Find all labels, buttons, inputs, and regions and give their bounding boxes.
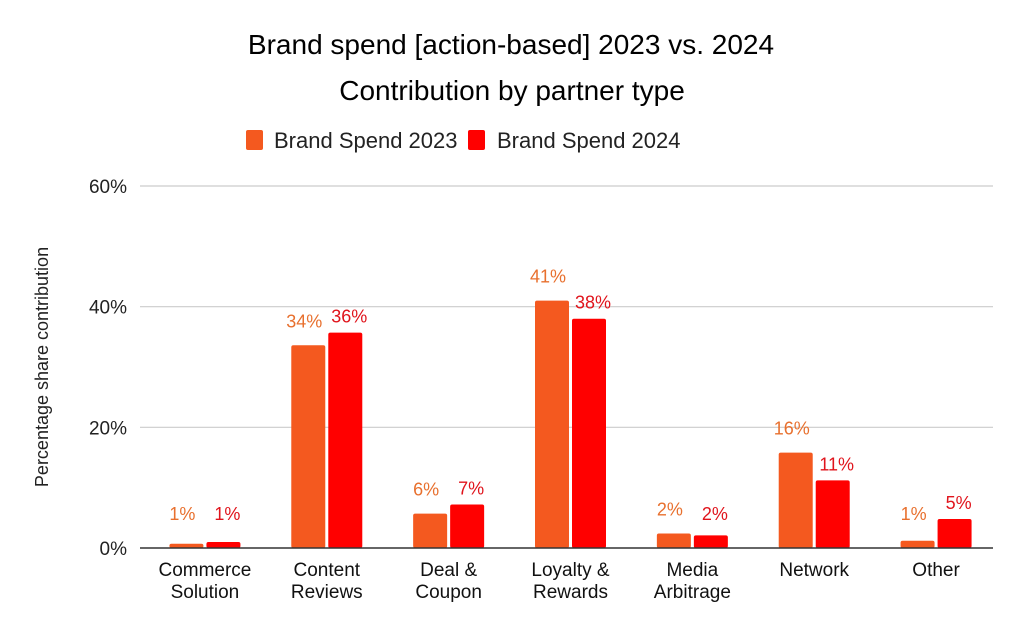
x-category-label: Deal & Coupon <box>415 560 482 603</box>
x-category-label: Commerce Solution <box>158 560 251 603</box>
y-tick-label: 0% <box>100 539 128 560</box>
chart-subtitle: Contribution by partner type <box>339 75 685 106</box>
y-tick-label: 20% <box>89 418 127 439</box>
data-label: 5% <box>946 493 972 513</box>
data-label: 36% <box>331 307 367 327</box>
bars <box>169 300 972 548</box>
data-label: 41% <box>530 267 566 287</box>
data-label: 34% <box>286 311 322 331</box>
data-label: 2% <box>657 500 683 520</box>
bar-2024[interactable] <box>815 480 850 548</box>
x-category-label: Content Reviews <box>291 560 363 603</box>
legend-swatch-2024 <box>468 130 485 150</box>
legend-item-2023[interactable]: Brand Spend 2023 <box>246 128 458 153</box>
data-label: 2% <box>702 504 728 524</box>
bar-2024[interactable] <box>206 541 241 548</box>
y-axis-label: Percentage share contribution <box>32 247 52 487</box>
data-label: 6% <box>413 480 439 500</box>
data-label: 1% <box>169 504 195 524</box>
data-label: 11% <box>819 454 854 474</box>
bar-2023[interactable] <box>169 543 204 548</box>
bar-2024[interactable] <box>693 535 728 548</box>
bar-2024[interactable] <box>328 332 363 548</box>
bar-2024[interactable] <box>937 519 972 548</box>
data-label: 1% <box>214 504 240 524</box>
legend-swatch-2023 <box>246 130 263 150</box>
x-category-label: Network <box>779 560 849 581</box>
data-label: 1% <box>901 504 927 524</box>
chart-title: Brand spend [action-based] 2023 vs. 2024 <box>248 29 774 60</box>
x-category-label: Loyalty & Rewards <box>531 560 609 603</box>
y-tick-label: 60% <box>89 177 127 198</box>
x-axis-categories: Commerce Solution Content Reviews Deal & Coup… <box>158 560 960 603</box>
bar-2023[interactable] <box>900 540 935 548</box>
legend-item-2024[interactable]: Brand Spend 2024 <box>468 128 681 153</box>
data-label: 7% <box>458 479 484 499</box>
bar-2024[interactable] <box>450 504 485 548</box>
data-label: 38% <box>575 293 611 313</box>
bar-2023[interactable] <box>656 533 691 548</box>
bar-2023[interactable] <box>778 452 813 548</box>
bar-2023[interactable] <box>535 300 569 548</box>
y-tick-label: 40% <box>89 298 127 319</box>
bar-2023[interactable] <box>291 345 326 548</box>
legend: Brand Spend 2023 Brand Spend 2024 <box>246 128 681 153</box>
data-labels: 1% 1% 34% 36% 6% 7% 41% 38% 2% 2% 16% 11% 1% 5% <box>169 267 971 524</box>
legend-label-2024: Brand Spend 2024 <box>497 128 681 153</box>
bar-2023[interactable] <box>413 513 448 548</box>
legend-label-2023: Brand Spend 2023 <box>274 128 458 153</box>
x-category-label: Media Arbitrage <box>654 560 731 603</box>
bar-2024[interactable] <box>572 318 606 548</box>
x-category-label: Other <box>912 560 960 581</box>
data-label: 16% <box>774 419 810 439</box>
y-axis-ticks: 0% 20% 40% 60% <box>89 177 127 560</box>
